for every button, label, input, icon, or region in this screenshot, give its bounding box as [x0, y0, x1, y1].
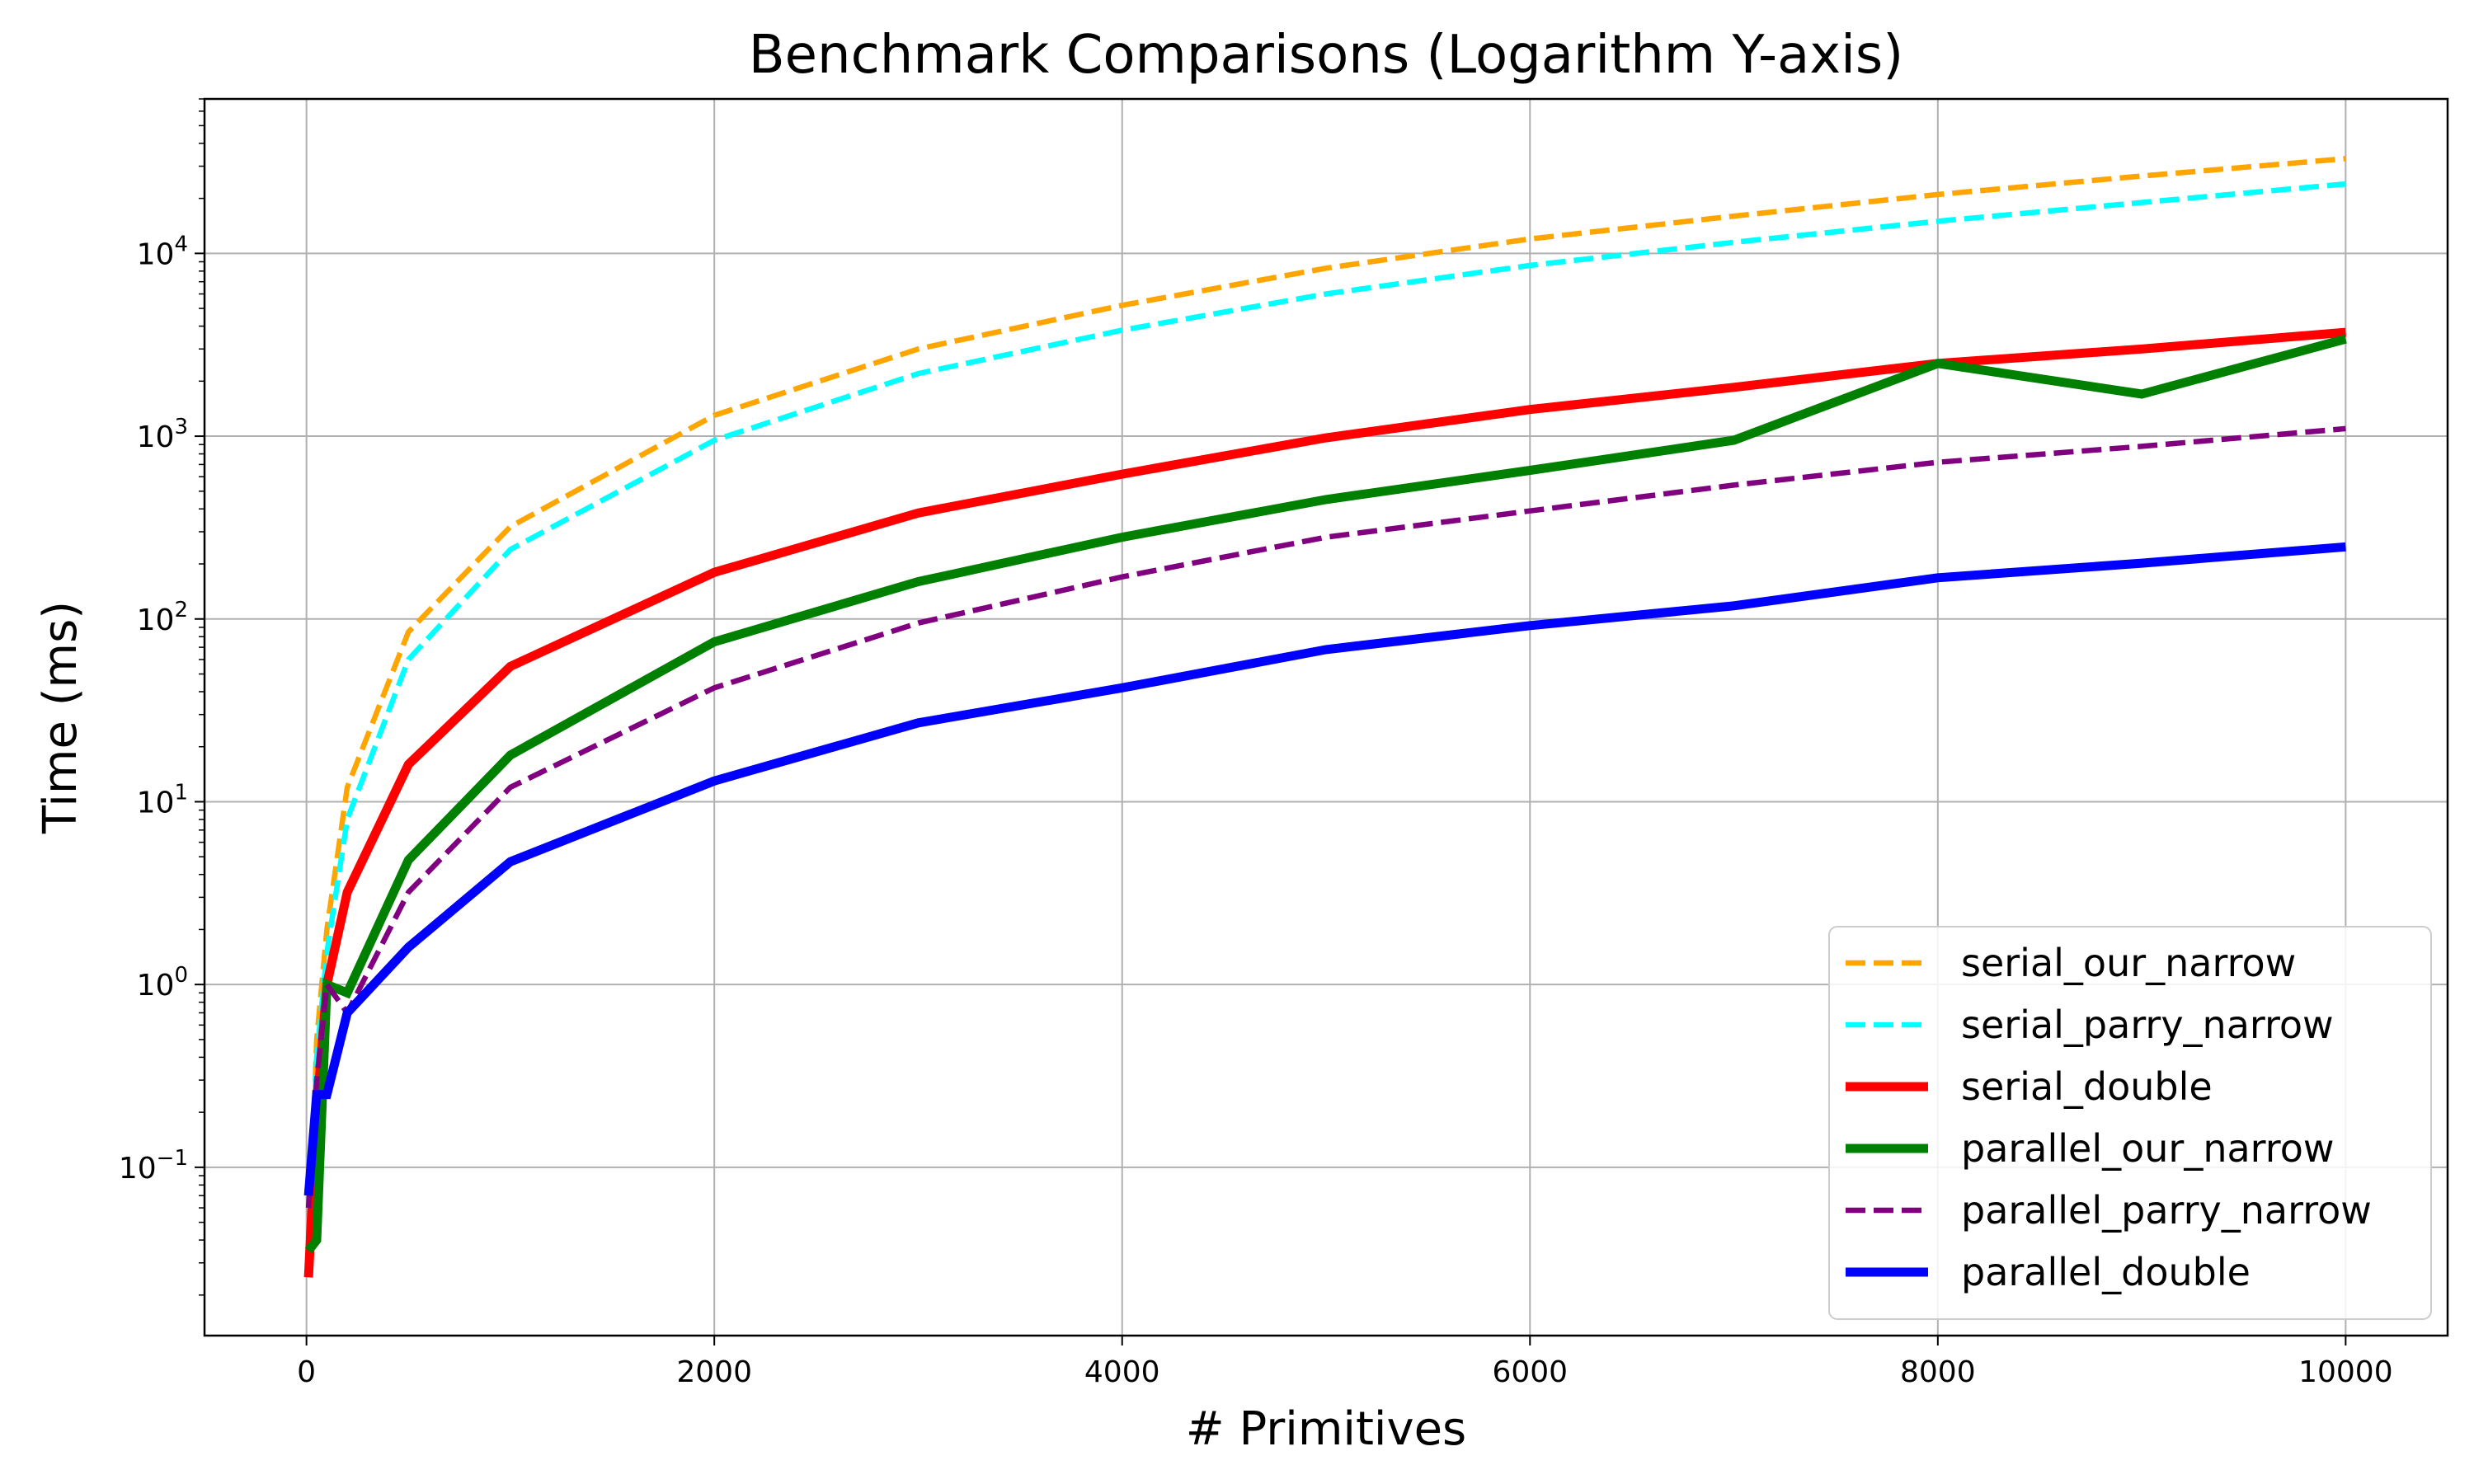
plot-series [303, 156, 2347, 1278]
x-axis-label: # Primitives [1186, 1402, 1466, 1456]
series-line-parallel-parry-narrow [305, 425, 2346, 1209]
y-tick-label: 103 [137, 415, 188, 454]
legend: serial_our_narrow serial_parry_narrowseri… [1828, 926, 2432, 1320]
x-tick-label: 6000 [1492, 1355, 1568, 1389]
plot-frame [203, 97, 2449, 1337]
legend-label: parallel_double [1961, 1250, 2251, 1294]
y-tick-label: 102 [137, 598, 188, 637]
axis-ticks: 0 2000 4000 6000 8000 10000 10−1 100 101 102 103 10… [119, 98, 2393, 1389]
chart-title: Benchmark Comparisons (Logarithm Y-axis) [749, 25, 1903, 86]
series-line-serial-parry-narrow [305, 181, 2346, 1263]
x-tick-label: 8000 [1900, 1355, 1976, 1389]
series-line-parallel-our-narrow [304, 334, 2347, 1254]
x-tick-label: 2000 [676, 1355, 752, 1389]
x-tick-label: 4000 [1084, 1355, 1160, 1389]
x-tick-label: 10000 [2298, 1355, 2393, 1389]
y-axis-label: Time (ms) [34, 601, 87, 834]
legend-label: parallel_parry_narrow [1961, 1188, 2372, 1233]
legend-label: parallel_our_narrow [1961, 1126, 2334, 1171]
series-line-serial-our-narrow [305, 156, 2346, 1278]
legend-label: serial_our_narrow [1961, 941, 2296, 985]
series-line-serial-double [303, 327, 2346, 1278]
y-tick-label: 104 [137, 232, 188, 271]
y-tick-label: 10−1 [119, 1146, 188, 1186]
legend-label: serial_parry_narrow [1961, 1003, 2334, 1047]
y-tick-label: 101 [137, 780, 188, 819]
legend-box [1828, 926, 2432, 1320]
series-line-parallel-double [303, 542, 2346, 1196]
legend-label: serial_double [1961, 1064, 2213, 1109]
x-tick-label: 0 [297, 1355, 316, 1389]
y-tick-label: 100 [137, 963, 188, 1003]
